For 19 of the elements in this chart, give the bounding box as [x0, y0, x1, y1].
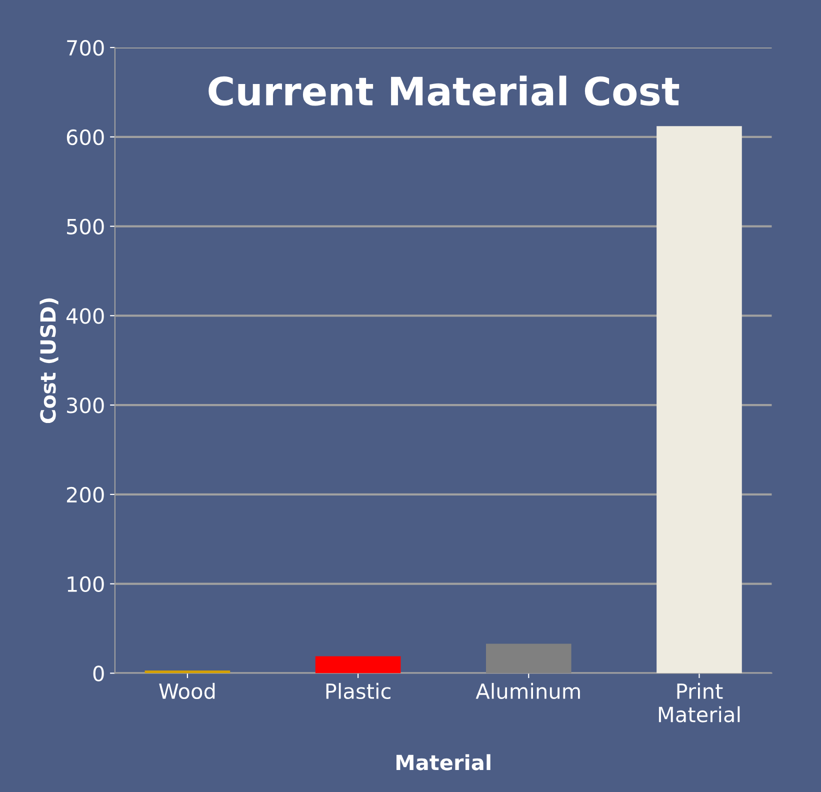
bar: [315, 656, 401, 674]
y-tick-label: 200: [66, 486, 104, 503]
y-tick-label: 300: [67, 398, 104, 414]
x-tick-label: Wood: [159, 682, 215, 700]
x-axis-title: Material: [396, 754, 490, 770]
y-axis-title: Cost (USD): [40, 298, 58, 424]
x-tick-label: Print Material: [658, 682, 740, 722]
bar: [144, 670, 230, 674]
text: Current Material Cost: [208, 76, 680, 106]
y-tick-label: 400: [66, 308, 104, 324]
y-tick-label: 100: [68, 576, 104, 592]
x-tick-label: Aluminum: [476, 682, 580, 700]
bar: [656, 126, 742, 674]
bar: [486, 644, 572, 674]
y-tick-label: 700: [67, 40, 104, 56]
y-tick-label: 600: [66, 129, 104, 146]
x-tick-label: Plastic: [326, 682, 390, 700]
y-tick-label: 0: [93, 666, 104, 682]
y-tick-label: 500: [67, 218, 104, 234]
